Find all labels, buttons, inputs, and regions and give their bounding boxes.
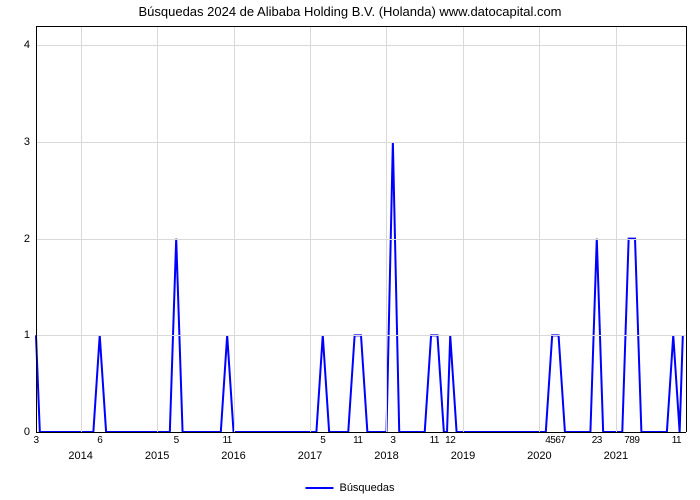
value-label: 5	[174, 435, 179, 446]
gridline-h	[36, 335, 686, 336]
gridline-v	[539, 26, 540, 432]
xtick-label: 2020	[527, 450, 551, 462]
ytick-label: 0	[24, 426, 30, 438]
axis-line	[686, 26, 687, 432]
ytick-label: 2	[24, 233, 30, 245]
axis-line	[36, 26, 37, 432]
legend-swatch	[305, 487, 333, 489]
gridline-h	[36, 142, 686, 143]
gridline-v	[463, 26, 464, 432]
legend-label: Búsquedas	[339, 482, 394, 494]
xtick-label: 2018	[374, 450, 398, 462]
gridline-v	[616, 26, 617, 432]
value-label: 6	[97, 435, 102, 446]
value-label: 5	[320, 435, 325, 446]
gridline-v	[386, 26, 387, 432]
line-series	[36, 26, 686, 432]
gridline-v	[81, 26, 82, 432]
value-label: 789	[624, 435, 639, 446]
value-label: 4567	[545, 435, 565, 446]
gridline-v	[157, 26, 158, 432]
axis-line	[36, 432, 686, 433]
value-label: 3	[390, 435, 395, 446]
gridline-v	[234, 26, 235, 432]
plot-area: 0123420142015201620172018201920202021365…	[36, 26, 686, 432]
gridline-v	[310, 26, 311, 432]
value-label: 11	[222, 435, 231, 446]
value-label: 11	[430, 435, 439, 446]
xtick-label: 2017	[298, 450, 322, 462]
legend: Búsquedas	[305, 482, 394, 494]
ytick-label: 3	[24, 136, 30, 148]
xtick-label: 2014	[68, 450, 92, 462]
xtick-label: 2021	[604, 450, 628, 462]
value-label: 11	[672, 435, 681, 446]
xtick-label: 2015	[145, 450, 169, 462]
value-label: 23	[592, 435, 602, 446]
value-label: 11	[353, 435, 362, 446]
gridline-h	[36, 45, 686, 46]
chart-container: Búsquedas 2024 de Alibaba Holding B.V. (…	[0, 0, 700, 500]
ytick-label: 1	[24, 329, 30, 341]
xtick-label: 2019	[451, 450, 475, 462]
axis-line	[36, 26, 686, 27]
xtick-label: 2016	[221, 450, 245, 462]
value-label: 12	[445, 435, 455, 446]
gridline-h	[36, 239, 686, 240]
chart-title: Búsquedas 2024 de Alibaba Holding B.V. (…	[0, 4, 700, 19]
value-label: 3	[33, 435, 38, 446]
ytick-label: 4	[24, 39, 30, 51]
